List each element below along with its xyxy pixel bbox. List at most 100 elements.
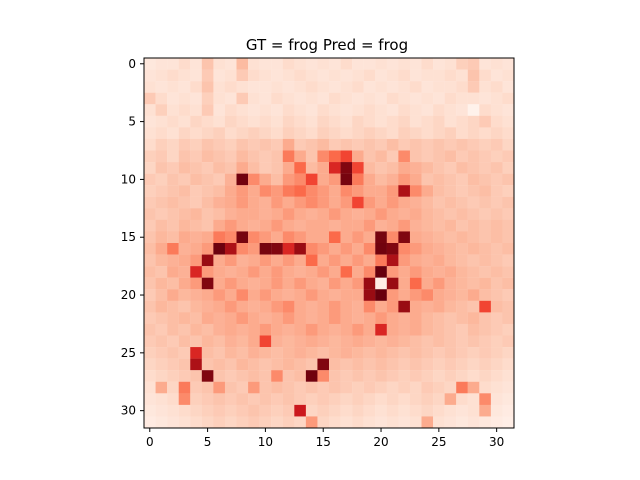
- heatmap-cell: [213, 69, 226, 82]
- heatmap-cell: [236, 150, 249, 163]
- heatmap-cell: [340, 208, 353, 221]
- heatmap-cell: [502, 266, 515, 278]
- heatmap-cell: [352, 115, 364, 128]
- heatmap-cell: [259, 231, 272, 244]
- heatmap-cell: [190, 173, 202, 186]
- heatmap-cell: [201, 185, 214, 197]
- heatmap-cell: [490, 323, 503, 336]
- heatmap-cell: [213, 127, 226, 140]
- heatmap-cell: [490, 219, 503, 232]
- heatmap-cell: [155, 185, 168, 197]
- heatmap-cell: [190, 404, 202, 417]
- heatmap-cell: [178, 393, 191, 406]
- heatmap-cell: [444, 127, 457, 140]
- heatmap-cell: [305, 208, 318, 221]
- heatmap-cell: [213, 231, 226, 244]
- heatmap-cell: [375, 138, 387, 151]
- heatmap-cell: [456, 81, 468, 93]
- heatmap-cell: [363, 254, 376, 267]
- heatmap-cell: [190, 92, 202, 105]
- heatmap-cell: [433, 150, 445, 163]
- heatmap-cell: [190, 254, 202, 267]
- heatmap-cell: [201, 127, 214, 140]
- heatmap-cell: [248, 300, 260, 313]
- heatmap-cell: [201, 231, 214, 244]
- heatmap-cell: [329, 347, 341, 359]
- heatmap-cell: [479, 162, 492, 174]
- heatmap-cell: [467, 127, 480, 140]
- heatmap-cell: [398, 162, 411, 174]
- heatmap-cell: [490, 416, 503, 429]
- heatmap-cell: [305, 115, 318, 128]
- heatmap-cell: [282, 58, 295, 70]
- heatmap-cell: [144, 58, 156, 70]
- heatmap-cell: [282, 208, 295, 221]
- heatmap-cell: [329, 127, 341, 140]
- heatmap-cell: [190, 335, 202, 348]
- heatmap-cell: [340, 58, 353, 70]
- heatmap-cell: [317, 404, 330, 417]
- heatmap-cell: [224, 150, 237, 163]
- heatmap-cell: [317, 243, 330, 255]
- heatmap-cell: [409, 393, 422, 406]
- heatmap-cell: [479, 347, 492, 359]
- heatmap-cell: [444, 185, 457, 197]
- heatmap-cell: [305, 243, 318, 255]
- heatmap-cell: [248, 358, 260, 371]
- heatmap-cell: [502, 254, 515, 267]
- heatmap-cell: [467, 185, 480, 197]
- heatmap-cell: [236, 393, 249, 406]
- heatmap-cell: [329, 370, 341, 382]
- heatmap-cell: [375, 393, 387, 406]
- heatmap-cell: [271, 185, 283, 197]
- heatmap-cell: [155, 92, 168, 105]
- heatmap-cell: [236, 381, 249, 394]
- heatmap-cell: [144, 393, 156, 406]
- heatmap-cell: [167, 289, 179, 301]
- heatmap-cell: [433, 277, 445, 290]
- heatmap-cell: [294, 104, 307, 116]
- heatmap-cell: [317, 208, 330, 221]
- heatmap-cell: [271, 289, 283, 301]
- heatmap-cell: [375, 92, 387, 105]
- heatmap-cell: [213, 208, 226, 221]
- heatmap-cell: [467, 381, 480, 394]
- heatmap-cell: [398, 185, 411, 197]
- heatmap-cell: [363, 150, 376, 163]
- heatmap-cell: [444, 81, 457, 93]
- heatmap-cell: [444, 323, 457, 336]
- heatmap-cell: [375, 196, 387, 209]
- heatmap-cell: [502, 81, 515, 93]
- heatmap-cell: [421, 335, 434, 348]
- heatmap-cell: [479, 138, 492, 151]
- heatmap-cell: [259, 370, 272, 382]
- heatmap-cell: [155, 243, 168, 255]
- heatmap-cell: [502, 185, 515, 197]
- heatmap-cell: [271, 254, 283, 267]
- heatmap-cell: [386, 277, 399, 290]
- heatmap-cell: [479, 243, 492, 255]
- heatmap-cell: [502, 277, 515, 290]
- heatmap-cell: [224, 393, 237, 406]
- heatmap-cell: [167, 358, 179, 371]
- heatmap-cell: [352, 416, 364, 429]
- heatmap-cell: [259, 208, 272, 221]
- heatmap-cell: [155, 370, 168, 382]
- heatmap-cell: [282, 358, 295, 371]
- heatmap-cell: [456, 254, 468, 267]
- heatmap-cell: [259, 300, 272, 313]
- heatmap-cell: [317, 173, 330, 186]
- heatmap-cell: [282, 289, 295, 301]
- heatmap-cell: [178, 300, 191, 313]
- heatmap-cell: [259, 104, 272, 116]
- heatmap-cell: [236, 219, 249, 232]
- heatmap-cell: [398, 115, 411, 128]
- heatmap-cell: [490, 127, 503, 140]
- heatmap-cell: [305, 347, 318, 359]
- heatmap-cell: [340, 243, 353, 255]
- heatmap-cell: [294, 335, 307, 348]
- heatmap-cell: [248, 393, 260, 406]
- heatmap-cell: [294, 393, 307, 406]
- heatmap-cell: [398, 300, 411, 313]
- heatmap-cell: [190, 416, 202, 429]
